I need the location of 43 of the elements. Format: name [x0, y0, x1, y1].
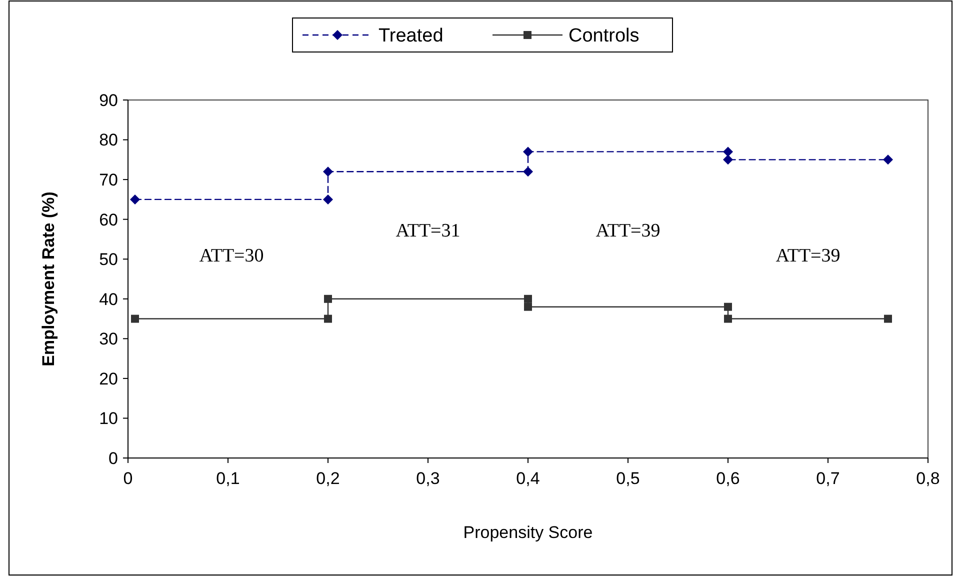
- x-tick-label: 0: [123, 469, 133, 488]
- x-tick-label: 0,8: [916, 469, 940, 488]
- point: [324, 314, 332, 323]
- legend-label: Treated: [378, 26, 444, 47]
- y-tick-label: 80: [99, 130, 118, 150]
- point: [523, 166, 533, 177]
- x-tick-label: 0,2: [316, 469, 340, 488]
- y-tick-label: 10: [99, 409, 118, 428]
- x-axis-title: Propensity Score: [463, 523, 593, 542]
- legend-label: Controls: [568, 26, 640, 47]
- x-tick-label: 0,5: [616, 469, 640, 488]
- annotation: ATT=31: [396, 220, 460, 242]
- point: [723, 154, 733, 165]
- point: [524, 294, 532, 303]
- annotation: ATT=30: [199, 246, 264, 267]
- x-tick-label: 0,3: [416, 469, 440, 488]
- y-tick-label: 30: [99, 330, 118, 349]
- point: [324, 294, 332, 303]
- point: [884, 314, 892, 323]
- y-axis-title: Employment Rate (%): [39, 192, 58, 366]
- point: [131, 314, 139, 323]
- point: [323, 166, 333, 177]
- point: [523, 146, 533, 157]
- y-tick-label: 20: [99, 369, 118, 388]
- y-tick-label: 70: [99, 170, 118, 190]
- y-tick-label: 40: [99, 290, 118, 309]
- annotation: ATT=39: [776, 246, 840, 267]
- y-tick-label: 90: [99, 90, 118, 110]
- x-tick-label: 0,1: [216, 469, 240, 488]
- x-tick-label: 0,4: [516, 469, 540, 488]
- point: [130, 194, 140, 204]
- y-tick-label: 60: [99, 210, 118, 230]
- point: [323, 194, 333, 204]
- y-tick-label: 0: [108, 448, 118, 468]
- point: [883, 154, 893, 165]
- point: [524, 302, 532, 311]
- y-tick-label: 50: [99, 250, 118, 270]
- annotation: ATT=39: [596, 220, 660, 242]
- point: [723, 146, 733, 157]
- x-tick-label: 0,7: [816, 469, 840, 488]
- x-tick-label: 0,6: [716, 469, 740, 488]
- point: [724, 314, 732, 323]
- point: [724, 302, 732, 311]
